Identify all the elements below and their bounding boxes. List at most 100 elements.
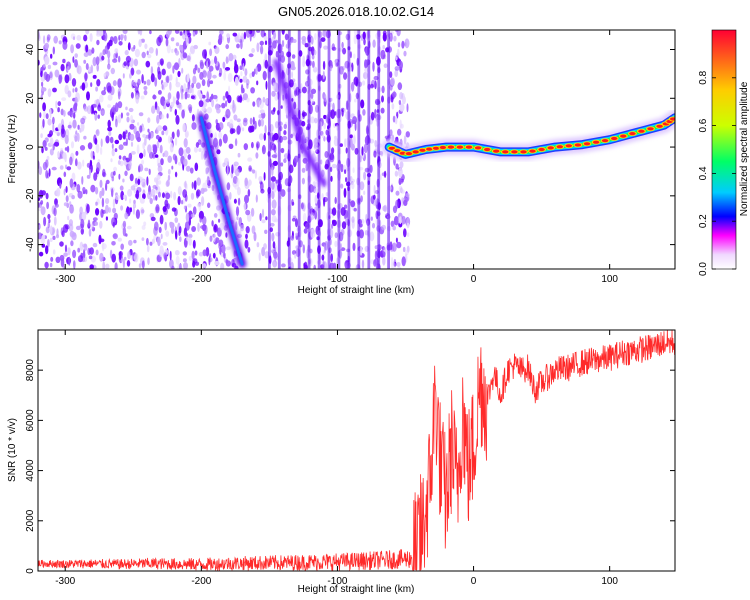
noise-speck	[242, 97, 245, 102]
noise-speck	[354, 98, 357, 103]
noise-speck	[132, 207, 135, 215]
noise-speck	[242, 63, 245, 72]
noise-speck	[167, 95, 171, 101]
noise-speck	[373, 259, 377, 267]
noise-speck	[272, 134, 276, 142]
noise-speck	[364, 67, 368, 73]
noise-speck	[233, 114, 238, 121]
noise-speck	[389, 71, 393, 78]
noise-speck	[360, 99, 365, 109]
noise-speck	[68, 219, 73, 227]
noise-speck	[214, 225, 217, 231]
noise-speck	[198, 30, 202, 33]
noise-speck	[111, 176, 115, 182]
noise-speck	[149, 30, 152, 35]
noise-speck	[125, 130, 128, 134]
noise-speck	[110, 158, 113, 163]
noise-speck	[65, 186, 68, 193]
noise-speck	[143, 148, 146, 158]
noise-speck	[181, 67, 184, 74]
noise-speck	[163, 252, 168, 260]
spectrogram-xlabel: Height of straight line (km)	[298, 285, 415, 296]
noise-speck	[280, 105, 283, 109]
noise-speck	[81, 211, 87, 221]
noise-speck	[255, 66, 258, 75]
noise-speck	[40, 133, 43, 139]
noise-speck	[39, 112, 42, 118]
noise-speck	[105, 198, 110, 205]
noise-speck	[95, 186, 99, 195]
noise-speck	[47, 88, 52, 98]
noise-speck	[361, 146, 364, 156]
noise-speck	[351, 182, 355, 190]
noise-speck	[147, 54, 152, 59]
noise-speck	[73, 112, 76, 119]
noise-speck	[352, 116, 358, 124]
noise-speck	[130, 114, 134, 124]
noise-speck	[146, 79, 151, 86]
noise-speck	[71, 195, 75, 200]
noise-speck	[63, 224, 69, 233]
striation	[337, 30, 341, 269]
noise-speck	[214, 261, 220, 266]
noise-speck	[239, 78, 243, 83]
noise-speck	[290, 133, 293, 139]
noise-speck	[54, 203, 59, 208]
noise-speck	[229, 128, 234, 135]
noise-speck	[352, 135, 356, 145]
noise-speck	[169, 81, 172, 91]
noise-speck	[313, 137, 319, 147]
noise-speck	[260, 118, 265, 127]
noise-speck	[345, 177, 348, 183]
noise-speck	[237, 152, 241, 158]
noise-speck	[271, 90, 276, 97]
noise-speck	[329, 166, 333, 173]
spectrogram-xtick-label: 100	[601, 274, 618, 285]
noise-speck	[343, 72, 348, 80]
noise-speck	[105, 216, 108, 221]
track-peak	[538, 147, 545, 152]
noise-speck	[53, 141, 60, 147]
noise-speck	[403, 199, 408, 206]
track-peak	[456, 145, 464, 149]
noise-speck	[159, 214, 164, 225]
noise-speck	[210, 93, 214, 100]
noise-speck	[251, 225, 256, 234]
noise-speck	[152, 144, 155, 149]
noise-speck	[225, 56, 229, 64]
noise-speck	[353, 30, 358, 36]
spectrogram-ytick-label: -40	[25, 237, 36, 252]
noise-speck	[145, 60, 151, 68]
noise-speck	[179, 236, 182, 243]
track-peak	[399, 151, 406, 155]
noise-speck	[176, 129, 180, 138]
noise-speck	[401, 256, 406, 267]
noise-speck	[111, 143, 114, 149]
noise-speck	[138, 165, 141, 173]
noise-speck	[42, 140, 47, 148]
noise-speck	[165, 180, 170, 187]
noise-speck	[64, 134, 69, 145]
noise-speck	[274, 218, 278, 223]
noise-speck	[320, 37, 326, 42]
noise-speck	[396, 262, 401, 267]
noise-speck	[302, 157, 308, 164]
noise-speck	[52, 249, 56, 255]
noise-speck	[135, 189, 140, 200]
noise-speck	[38, 232, 43, 240]
noise-speck	[148, 47, 154, 54]
noise-speck	[191, 87, 194, 95]
noise-speck	[226, 182, 231, 191]
noise-speck	[141, 51, 146, 59]
noise-speck	[258, 252, 261, 262]
noise-speck	[323, 30, 326, 38]
noise-speck	[310, 228, 316, 239]
noise-speck	[159, 249, 163, 257]
noise-speck	[350, 200, 356, 208]
noise-speck	[211, 184, 215, 192]
noise-speck	[221, 244, 226, 254]
spectrogram-ytick-label: 40	[25, 44, 36, 56]
noise-speck	[157, 165, 163, 173]
noise-speck	[350, 81, 355, 92]
noise-speck	[122, 30, 128, 34]
